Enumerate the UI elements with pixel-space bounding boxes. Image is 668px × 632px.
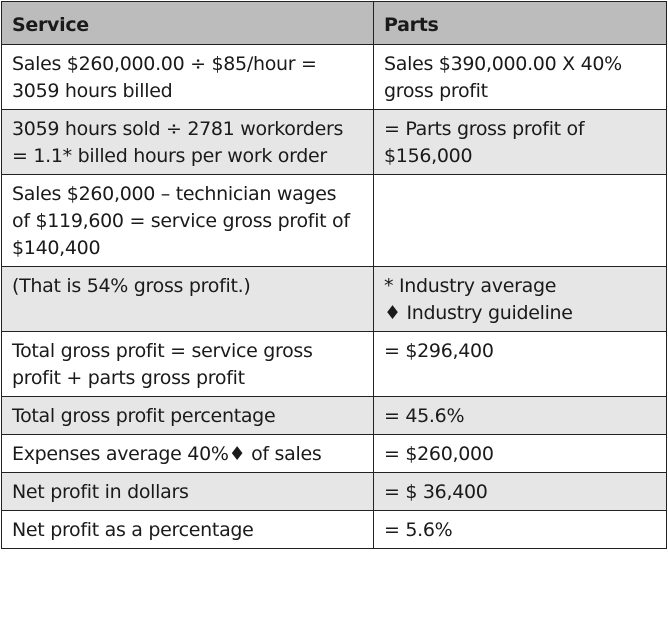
table-row: Total gross profit = service gross profi…	[1, 331, 667, 397]
header-row: Service Parts	[1, 1, 667, 45]
parts-cell: = Parts gross profit of $156,000	[373, 109, 667, 175]
table-row: Net profit as a percentage = 5.6%	[1, 510, 667, 549]
header-service: Service	[1, 1, 374, 45]
parts-cell: = $296,400	[373, 331, 667, 397]
service-cell: Expenses average 40%♦ of sales	[1, 434, 374, 473]
parts-cell: = 45.6%	[373, 396, 667, 435]
profit-table: Service Parts Sales $260,000.00 ÷ $85/ho…	[1, 1, 667, 549]
parts-cell: * Industry average ♦ Industry guideline	[373, 266, 667, 332]
parts-cell: = 5.6%	[373, 510, 667, 549]
service-cell: 3059 hours sold ÷ 2781 workorders = 1.1*…	[1, 109, 374, 175]
service-cell: Total gross profit percentage	[1, 396, 374, 435]
parts-cell	[373, 174, 667, 267]
service-cell: (That is 54% gross profit.)	[1, 266, 374, 332]
table-row: Net profit in dollars = $ 36,400	[1, 472, 667, 511]
service-cell: Total gross profit = service gross profi…	[1, 331, 374, 397]
table-row: 3059 hours sold ÷ 2781 workorders = 1.1*…	[1, 109, 667, 175]
parts-cell: Sales $390,000.00 X 40% gross profit	[373, 44, 667, 110]
parts-cell: = $ 36,400	[373, 472, 667, 511]
parts-cell: = $260,000	[373, 434, 667, 473]
table-row: Sales $260,000.00 ÷ $85/hour = 3059 hour…	[1, 44, 667, 110]
table-row: Total gross profit percentage = 45.6%	[1, 396, 667, 435]
table-row: Sales $260,000 – technician wages of $11…	[1, 174, 667, 267]
service-cell: Net profit as a percentage	[1, 510, 374, 549]
header-parts: Parts	[373, 1, 667, 45]
service-cell: Sales $260,000 – technician wages of $11…	[1, 174, 374, 267]
table-row: (That is 54% gross profit.) * Industry a…	[1, 266, 667, 332]
service-cell: Sales $260,000.00 ÷ $85/hour = 3059 hour…	[1, 44, 374, 110]
service-cell: Net profit in dollars	[1, 472, 374, 511]
table-row: Expenses average 40%♦ of sales = $260,00…	[1, 434, 667, 473]
